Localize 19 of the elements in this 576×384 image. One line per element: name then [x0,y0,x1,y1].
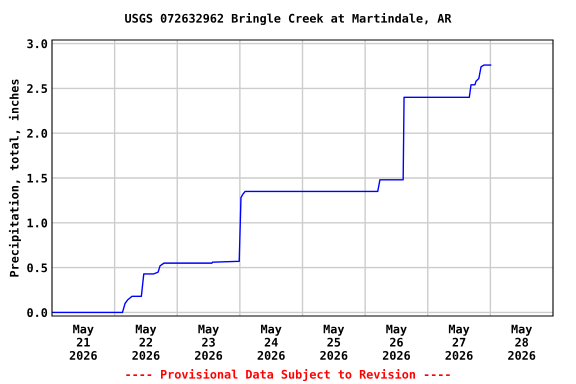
x-tick-label: May 21 2026 [70,324,97,360]
chart-title: USGS 072632962 Bringle Creek at Martindale, AR [125,12,452,26]
x-tick-label: May 23 2026 [195,324,222,360]
y-tick-label: 1.5 [28,174,48,183]
y-tick-label: 2.5 [27,84,48,94]
y-tick-label: 0.5 [27,263,48,272]
x-tick-label: May 24 2026 [258,324,285,360]
x-tick-label: May 27 2026 [446,324,473,360]
y-tick-label: 0.0 [27,308,48,318]
y-tick-label: 3.0 [27,39,48,48]
line-series [52,64,492,314]
y-axis-title: Precipitation, total, inches [8,79,21,277]
y-tick-label: 2.0 [27,128,48,138]
text: ---- Provisional Data Subject to Revision ---- [126,368,450,382]
y-tick-label: 1.0 [28,218,48,228]
x-tick-label: May 28 2026 [508,324,536,360]
x-tick-label: May 26 2026 [382,324,410,360]
x-tick-label: May 22 2026 [132,324,160,360]
x-tick-label: May 25 2026 [320,324,348,360]
